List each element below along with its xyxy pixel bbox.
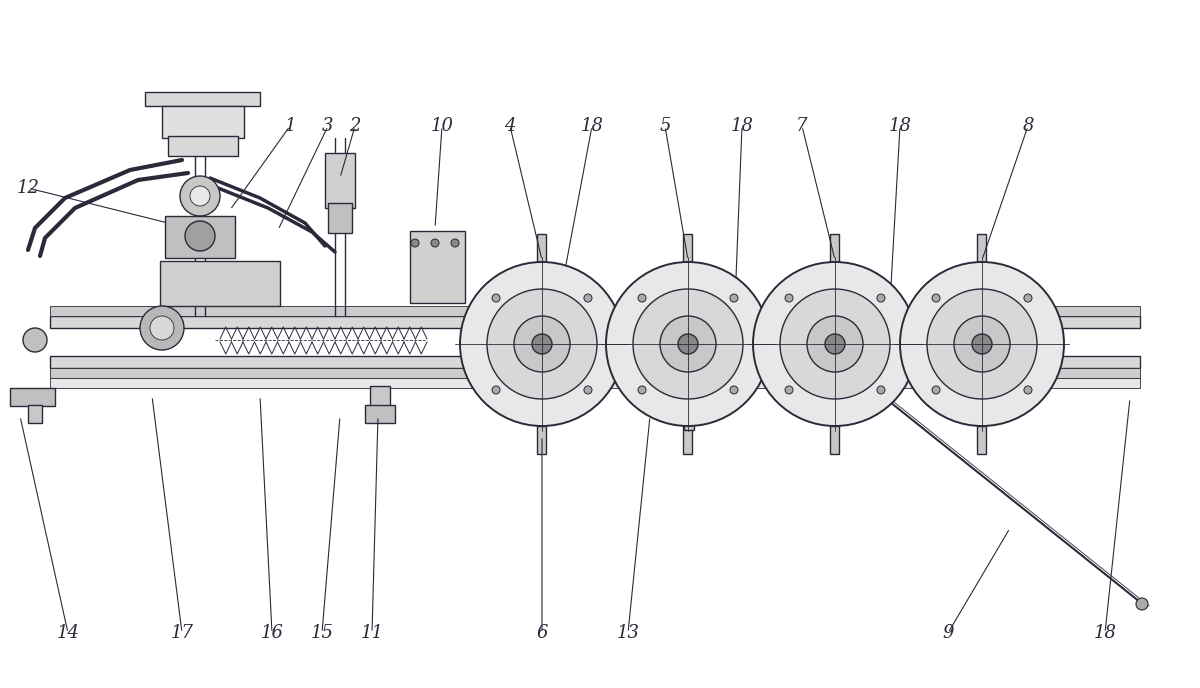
Circle shape (730, 294, 738, 302)
Bar (978, 234, 986, 262)
Text: 6: 6 (536, 624, 547, 642)
Text: 7: 7 (797, 117, 808, 135)
Bar (370, 386, 390, 406)
Bar (50, 356, 1140, 368)
Circle shape (972, 334, 992, 354)
Bar (328, 203, 352, 233)
Bar (168, 136, 238, 156)
Circle shape (1024, 294, 1032, 302)
Circle shape (752, 262, 917, 426)
Circle shape (785, 294, 793, 302)
Circle shape (584, 294, 592, 302)
Circle shape (180, 176, 220, 216)
Circle shape (638, 386, 646, 394)
Text: 13: 13 (617, 624, 640, 642)
Bar (50, 316, 1140, 328)
Text: 9: 9 (942, 624, 954, 642)
Text: 18: 18 (1093, 624, 1116, 642)
Text: 18: 18 (888, 117, 912, 135)
Circle shape (410, 239, 419, 247)
Circle shape (487, 289, 598, 399)
Circle shape (932, 294, 940, 302)
Circle shape (785, 386, 793, 394)
Text: 10: 10 (431, 117, 454, 135)
Bar (162, 106, 244, 138)
Circle shape (140, 306, 184, 350)
Text: 3: 3 (323, 117, 334, 135)
Text: 17: 17 (170, 624, 193, 642)
Circle shape (431, 239, 439, 247)
Circle shape (190, 186, 210, 206)
Circle shape (606, 262, 770, 426)
Bar (145, 92, 260, 106)
Bar (28, 405, 42, 423)
Circle shape (492, 386, 500, 394)
Text: 5: 5 (659, 117, 671, 135)
Circle shape (451, 239, 458, 247)
Circle shape (532, 334, 552, 354)
Bar (538, 234, 546, 262)
Circle shape (932, 386, 940, 394)
Circle shape (730, 386, 738, 394)
Text: 16: 16 (260, 624, 283, 642)
Text: 8: 8 (1022, 117, 1033, 135)
Text: 14: 14 (56, 624, 79, 642)
Text: 2: 2 (349, 117, 361, 135)
Circle shape (1136, 598, 1148, 610)
Circle shape (514, 316, 570, 372)
Circle shape (150, 316, 174, 340)
Bar (166, 216, 235, 258)
Bar (830, 426, 840, 454)
Circle shape (584, 386, 592, 394)
Circle shape (660, 316, 716, 372)
Text: 18: 18 (581, 117, 604, 135)
Bar (160, 261, 280, 306)
Text: 1: 1 (284, 117, 295, 135)
Circle shape (638, 294, 646, 302)
Circle shape (780, 289, 890, 399)
Circle shape (185, 221, 215, 251)
Circle shape (806, 316, 863, 372)
Text: 11: 11 (360, 624, 384, 642)
Circle shape (632, 289, 743, 399)
Circle shape (926, 289, 1037, 399)
Bar (325, 153, 355, 208)
Circle shape (900, 262, 1064, 426)
Text: 12: 12 (17, 179, 40, 197)
Circle shape (954, 316, 1010, 372)
Circle shape (460, 262, 624, 426)
Circle shape (492, 294, 500, 302)
Circle shape (1024, 386, 1032, 394)
Bar (410, 231, 464, 303)
Bar (10, 388, 55, 406)
Bar (684, 234, 692, 262)
Bar (365, 405, 395, 423)
Circle shape (678, 334, 698, 354)
Circle shape (877, 386, 884, 394)
Circle shape (877, 294, 884, 302)
Text: 18: 18 (731, 117, 754, 135)
Bar (538, 426, 546, 454)
Text: 15: 15 (311, 624, 334, 642)
Bar (978, 426, 986, 454)
Text: 4: 4 (504, 117, 516, 135)
Circle shape (824, 334, 845, 354)
Bar (684, 408, 694, 430)
Bar (830, 234, 840, 262)
Bar (684, 426, 692, 454)
Bar (50, 306, 1140, 316)
Bar (50, 378, 1140, 388)
Circle shape (23, 328, 47, 352)
Bar (50, 368, 1140, 378)
